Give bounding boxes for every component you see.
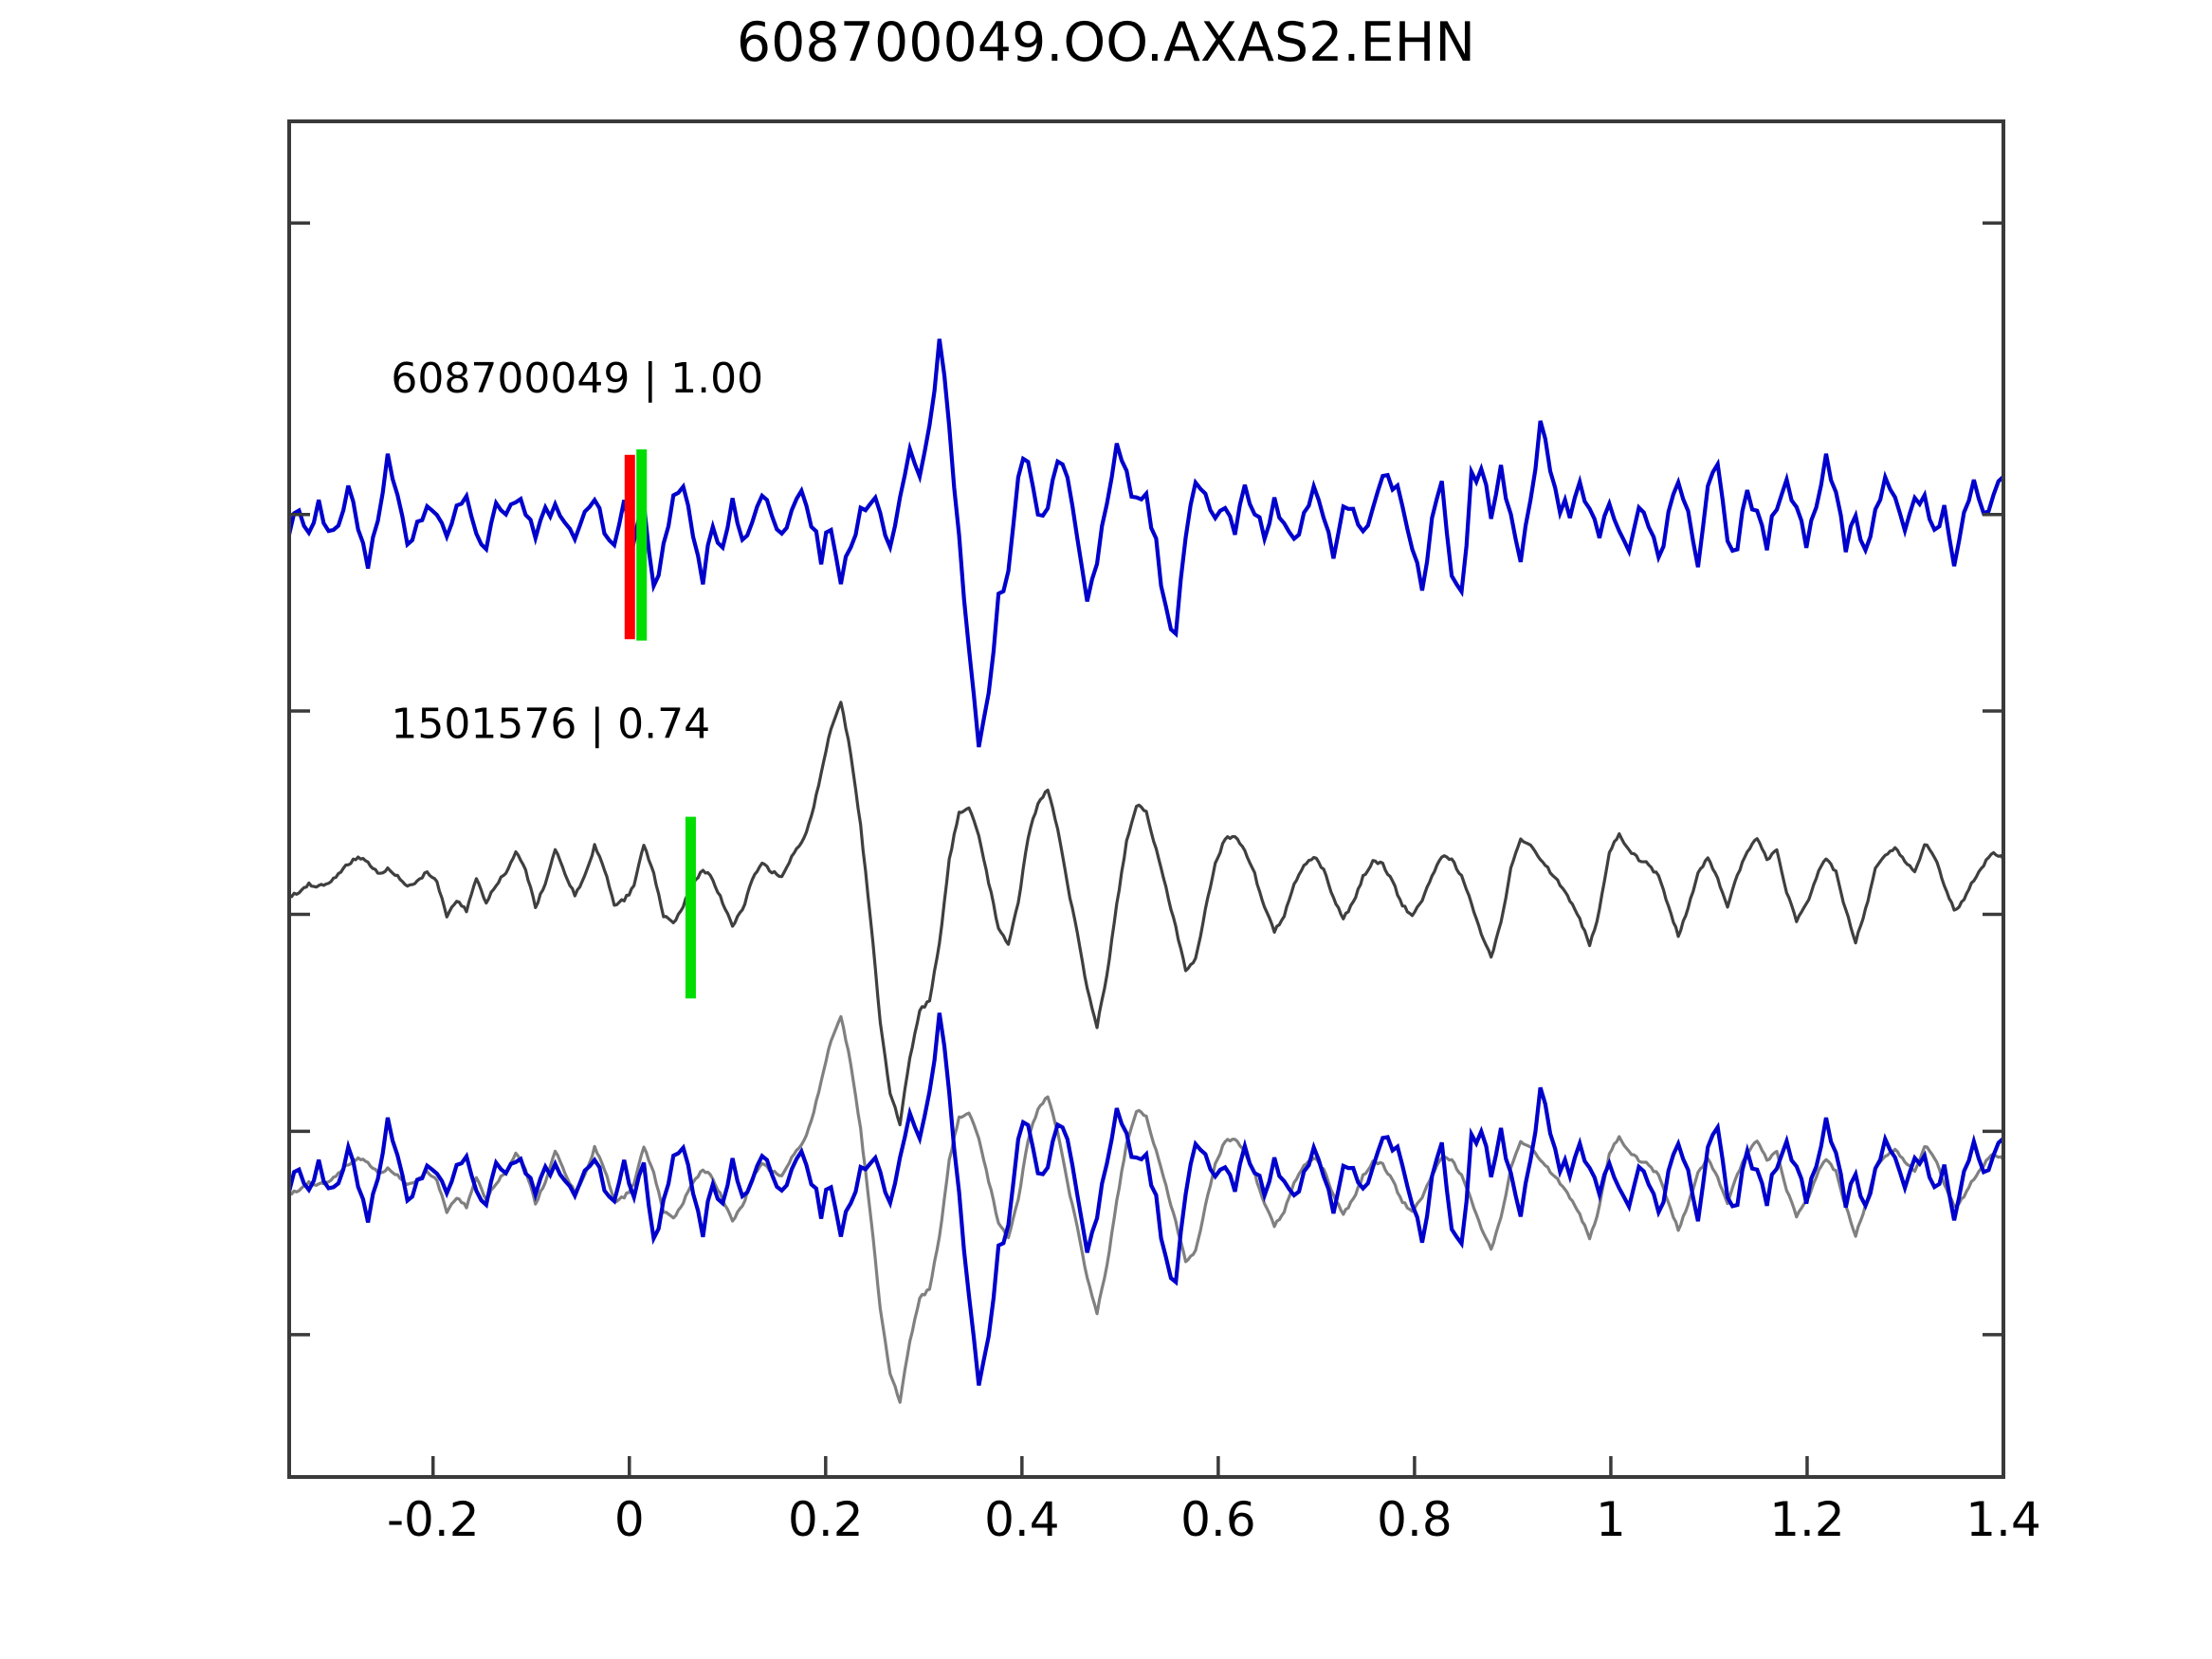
- axis-tick-labels: -0.2 0 0.2 0.4 0.6 0.8 1 1.2 1.4: [387, 1492, 2041, 1547]
- x-tick-label: 1: [1596, 1492, 1626, 1547]
- x-tick-label: 0.8: [1377, 1492, 1453, 1547]
- p-pick-marker: [624, 454, 635, 640]
- trace-line-template: [286, 338, 2005, 748]
- axes-border: [287, 119, 2005, 1479]
- axes-frame: [287, 119, 2005, 1479]
- trace-labels: 608700049 | 1.00 1501576 | 0.74: [391, 355, 763, 749]
- trace-label-template-waveform: 608700049 | 1.00: [391, 355, 763, 403]
- s-pick-marker: [636, 449, 648, 641]
- overlay-line-detection: [288, 1014, 2005, 1404]
- trace-label-detection-waveform: 1501576 | 0.74: [391, 701, 710, 749]
- markers-group: [624, 449, 696, 999]
- x-tick-label: 0.6: [1180, 1492, 1256, 1547]
- s-pick-marker-2: [685, 816, 696, 999]
- overlay-line-template: [286, 1012, 2005, 1386]
- x-tick-label: 0.4: [984, 1492, 1060, 1547]
- page-title: 608700049.OO.AXAS2.EHN: [736, 11, 1476, 74]
- trace-line-detection: [288, 701, 2005, 1127]
- x-tick-label: 0: [614, 1492, 645, 1547]
- x-tick-label: 1.4: [1965, 1492, 2041, 1547]
- x-tick-label: 1.2: [1769, 1492, 1845, 1547]
- x-tick-label: 0.2: [788, 1492, 864, 1547]
- traces-group: [286, 338, 2005, 1404]
- x-tick-label: -0.2: [387, 1492, 480, 1547]
